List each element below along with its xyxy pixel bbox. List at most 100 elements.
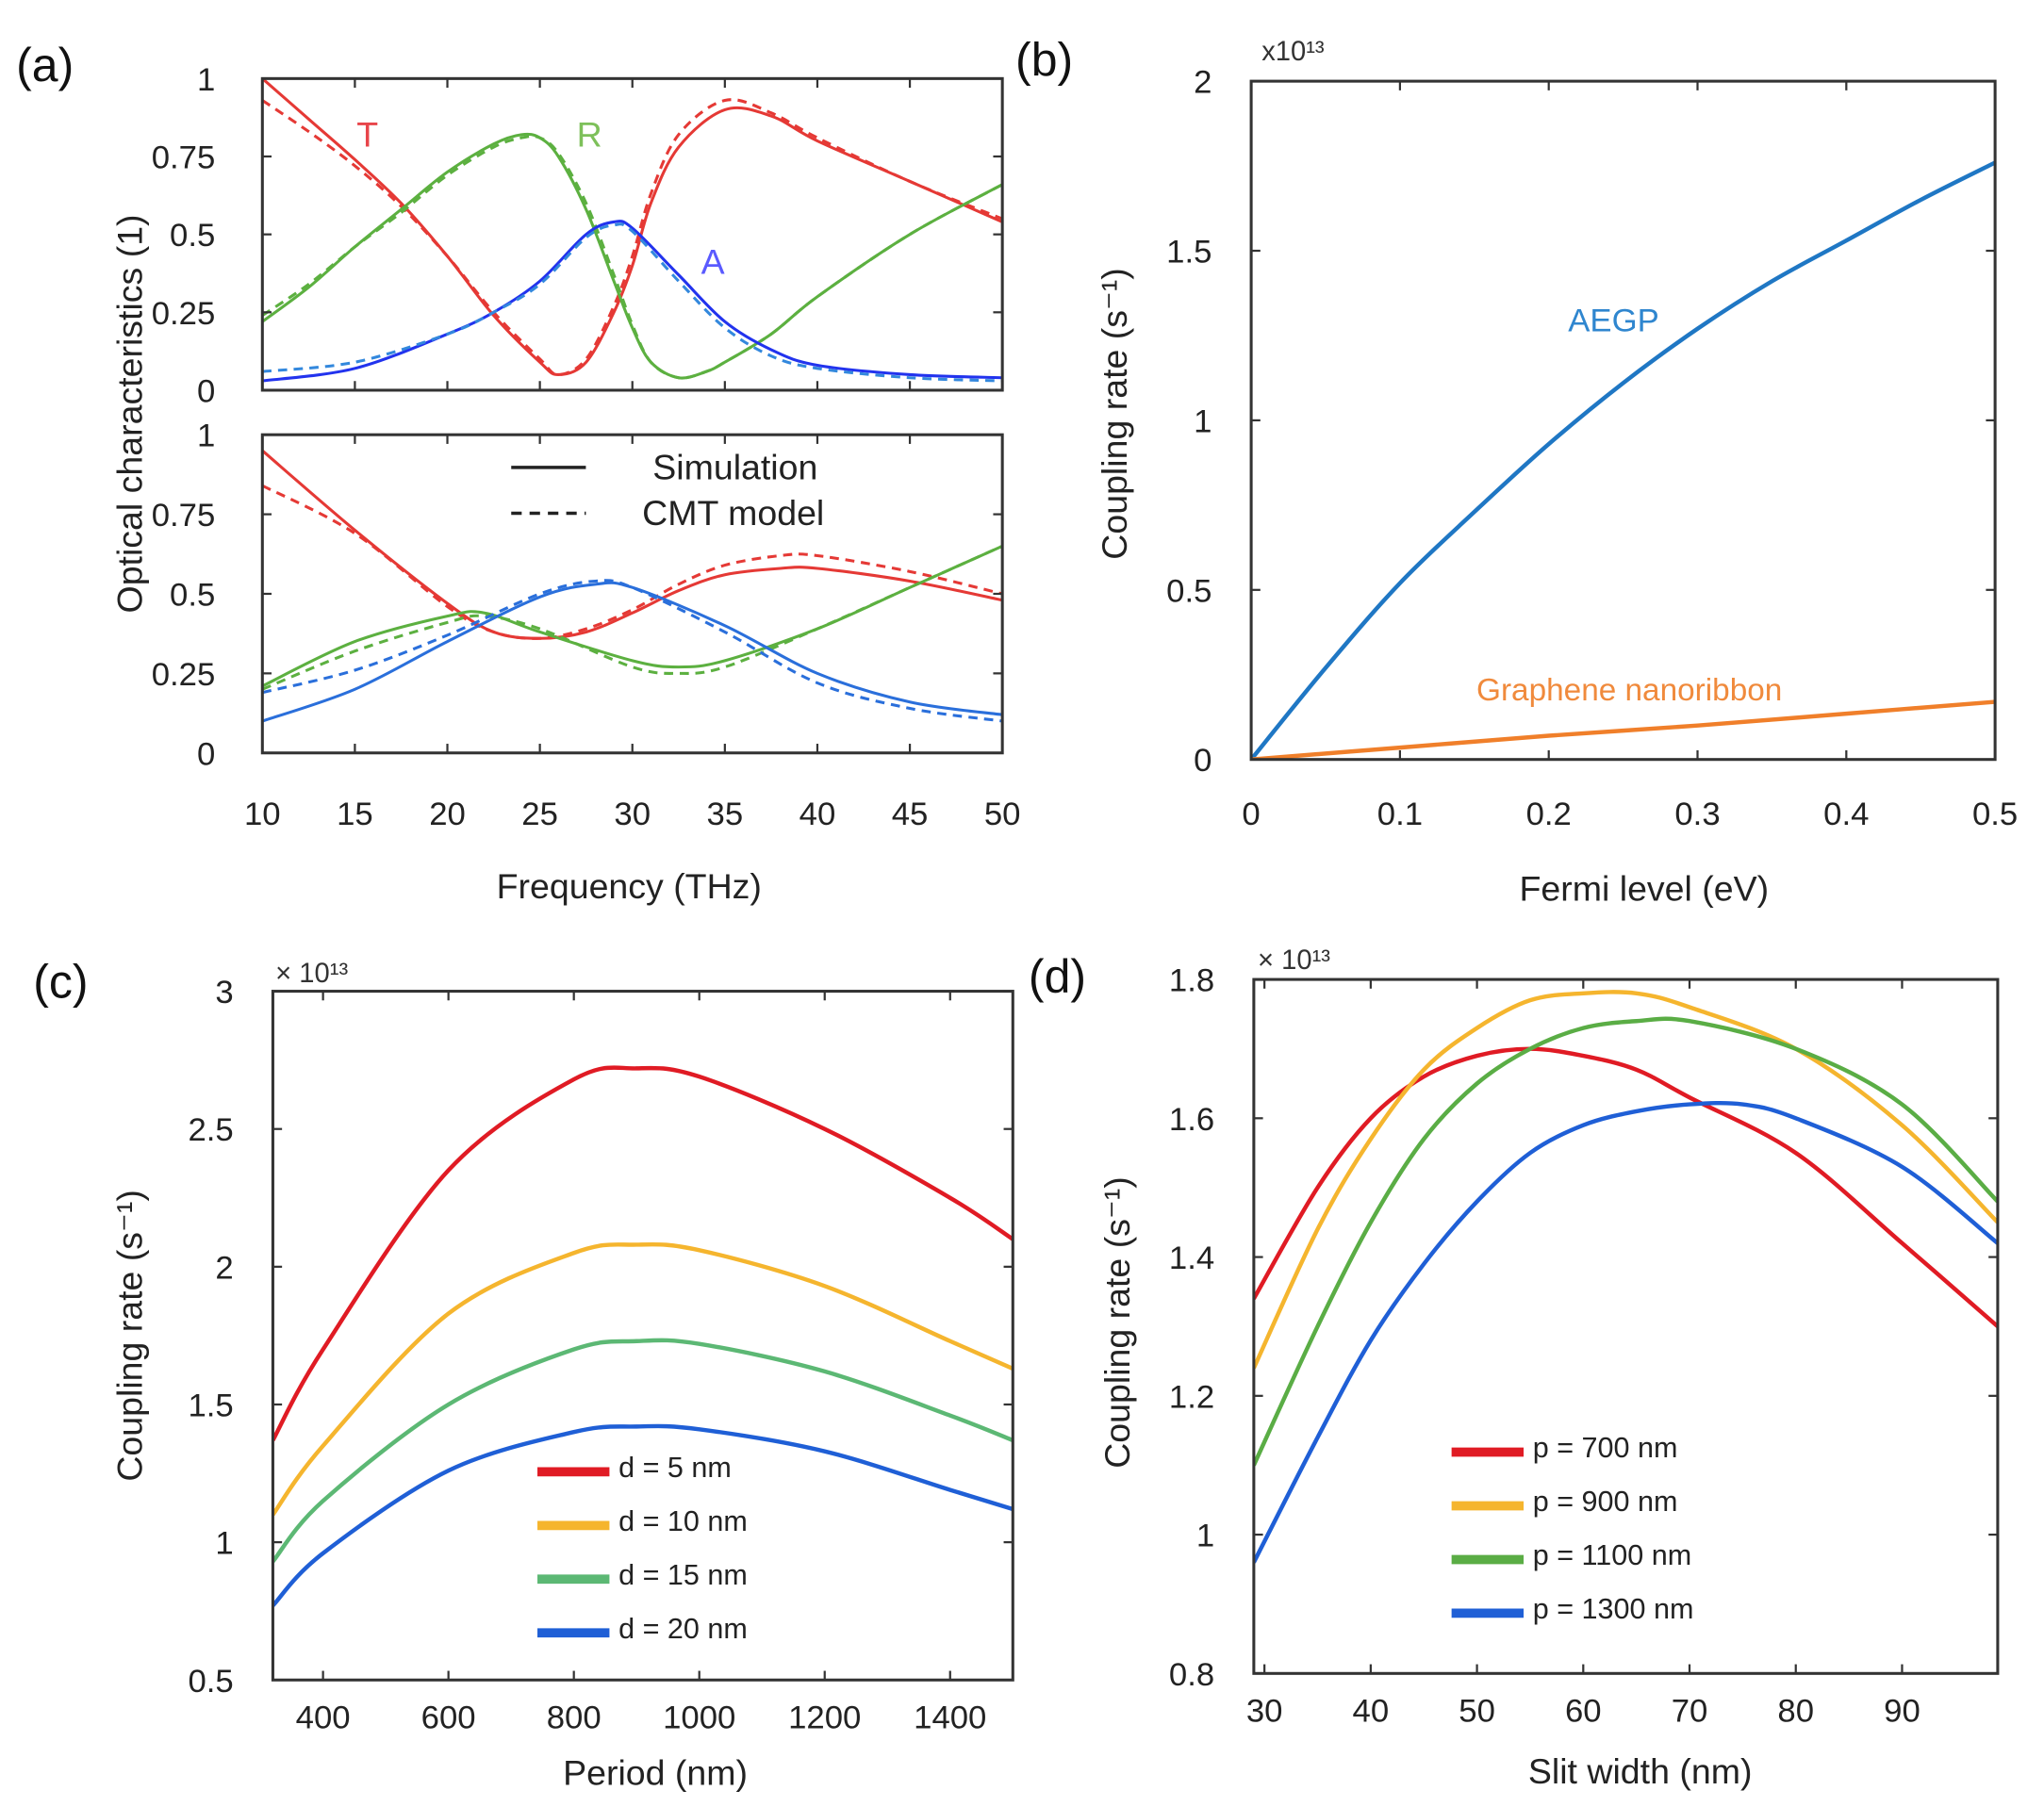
- x-tick-label: 0.3: [1674, 797, 1720, 832]
- series-line-r-simulation: [262, 132, 1003, 380]
- y-tick-label: 3: [215, 975, 233, 1010]
- legend-label: p = 1300 nm: [1533, 1593, 1694, 1625]
- c-y-multiplier: × 10¹³: [275, 959, 348, 989]
- series-line-t-simulation: [262, 449, 1003, 640]
- a-y-axis-title: Optical characteristics (1): [110, 214, 150, 613]
- d-x-axis-title: Slit width (nm): [1528, 1751, 1753, 1791]
- plot-d: 0.8 1 1.2 1.4 1.6 1.8 30 40 50 60 70 80 90 p = 700 nm…: [1169, 963, 2000, 1730]
- y-tick-label: 0: [1194, 743, 1212, 779]
- legend-label: d = 5 nm: [618, 1452, 732, 1484]
- y-tick-label: 1.8: [1169, 963, 1214, 999]
- x-tick-label: 600: [421, 1700, 476, 1736]
- y-tick-label: 1: [197, 419, 215, 454]
- panel-label-d: (d): [1029, 950, 1086, 1003]
- series-line-p-1300-nm: [1253, 1100, 1998, 1564]
- legend-label: p = 900 nm: [1533, 1486, 1678, 1518]
- x-tick-label: 400: [296, 1700, 351, 1736]
- x-tick-label: 0.2: [1526, 797, 1572, 832]
- x-tick-label: 0.4: [1823, 797, 1869, 832]
- y-tick-label: 0.5: [1166, 573, 1212, 609]
- series-line-r-cmt: [262, 134, 1003, 380]
- legend-cmt-label: CMT model: [642, 493, 824, 533]
- series-line-p-700-nm: [1253, 1046, 1998, 1328]
- annotation-R: R: [577, 115, 602, 155]
- x-tick-label: 50: [1459, 1694, 1495, 1730]
- series-line-d-10-nm: [272, 1241, 1014, 1517]
- x-tick-label: 30: [1246, 1694, 1283, 1730]
- legend-simulation-label: Simulation: [652, 447, 817, 486]
- c-x-axis-title: Period (nm): [563, 1752, 748, 1792]
- x-tick-label: 15: [337, 797, 373, 832]
- series-line-a-simulation: [262, 581, 1003, 723]
- x-tick-label: 800: [547, 1700, 602, 1736]
- x-tick-label: 90: [1884, 1694, 1920, 1730]
- series-line-a-simulation: [262, 220, 1003, 383]
- series-line-a-cmt: [262, 579, 1003, 723]
- panel-label-c: (c): [33, 956, 88, 1009]
- legend-label: d = 20 nm: [618, 1613, 748, 1645]
- annotation-T: T: [356, 115, 378, 155]
- annotation-A: A: [701, 241, 725, 281]
- plot-frame: [1249, 79, 1997, 762]
- legend-label: d = 15 nm: [618, 1559, 748, 1591]
- b-y-axis-title: Coupling rate (s⁻¹): [1095, 268, 1134, 560]
- series-line-t-cmt: [262, 484, 1003, 640]
- x-tick-label: 10: [244, 797, 281, 832]
- panel-label-b: (b): [1015, 34, 1073, 87]
- x-tick-label: 1200: [788, 1700, 861, 1736]
- x-tick-label: 45: [892, 797, 929, 832]
- y-tick-label: 1: [1196, 1519, 1214, 1554]
- y-tick-label: 2: [215, 1250, 233, 1286]
- y-tick-label: 1: [215, 1526, 233, 1562]
- x-tick-label: 80: [1777, 1694, 1814, 1730]
- plot-a-bottom: 0 0.25 0.5 0.75 1 10 15 20 25 30 35 40 45 50: [152, 419, 1021, 832]
- d-y-axis-title: Coupling rate (s⁻¹): [1097, 1176, 1137, 1469]
- y-tick-label: 0: [197, 736, 215, 772]
- y-tick-label: 1.5: [1166, 235, 1212, 271]
- y-tick-label: 0.8: [1169, 1657, 1214, 1693]
- y-tick-label: 0.5: [188, 1664, 233, 1700]
- series-line-t-simulation: [262, 78, 1003, 376]
- d-y-multiplier: × 10¹³: [1258, 945, 1330, 976]
- x-tick-label: 20: [429, 797, 466, 832]
- series-line-aegp: [1251, 160, 1996, 760]
- y-tick-label: 1.4: [1169, 1240, 1214, 1276]
- y-tick-label: 0.75: [152, 498, 216, 534]
- y-tick-label: 0.5: [170, 218, 215, 254]
- a-x-axis-title: Frequency (THz): [497, 866, 762, 906]
- y-tick-label: 0.75: [152, 140, 216, 176]
- legend-label: p = 700 nm: [1533, 1432, 1678, 1464]
- panel-label-a: (a): [16, 39, 74, 91]
- y-tick-label: 1.2: [1169, 1379, 1214, 1415]
- legend-label: p = 1100 nm: [1533, 1539, 1691, 1571]
- x-tick-label: 0.5: [1972, 797, 2018, 832]
- y-tick-label: 0.25: [152, 296, 216, 332]
- series-line-p-1100-nm: [1253, 1016, 1998, 1467]
- series-line-graphene-nanoribbon: [1251, 699, 1996, 760]
- x-tick-label: 60: [1565, 1694, 1602, 1730]
- y-tick-label: 0.5: [170, 577, 215, 613]
- plot-a-top: 0 0.25 0.5 0.75 1: [152, 62, 1004, 409]
- annotation-aegp: AEGP: [1568, 303, 1658, 338]
- y-tick-label: 0.25: [152, 657, 216, 693]
- y-tick-label: 1.5: [188, 1388, 233, 1423]
- series-line-d-20-nm: [272, 1423, 1014, 1607]
- x-tick-label: 35: [707, 797, 744, 832]
- y-tick-label: 2: [1194, 65, 1212, 101]
- annotation-graphene-nanoribbon: Graphene nanoribbon: [1476, 673, 1782, 708]
- x-tick-label: 0: [1242, 797, 1260, 832]
- y-tick-label: 2.5: [188, 1112, 233, 1148]
- series-line-a-cmt: [262, 222, 1003, 383]
- x-tick-label: 70: [1672, 1694, 1708, 1730]
- y-tick-label: 1.6: [1169, 1102, 1214, 1138]
- y-tick-label: 0: [197, 373, 215, 409]
- plot-c: 0.5 1 1.5 2 2.5 3 400 600 800 1000 1200 1400 d = 5 n…: [188, 975, 1014, 1736]
- x-tick-label: 0.1: [1377, 797, 1423, 832]
- x-tick-label: 50: [984, 797, 1021, 832]
- legend-label: d = 10 nm: [618, 1505, 748, 1537]
- x-tick-label: 1400: [914, 1700, 986, 1736]
- series-line-p-900-nm: [1253, 990, 1998, 1370]
- c-y-axis-title: Coupling rate (s⁻¹): [110, 1190, 150, 1482]
- b-x-axis-title: Fermi level (eV): [1520, 869, 1770, 909]
